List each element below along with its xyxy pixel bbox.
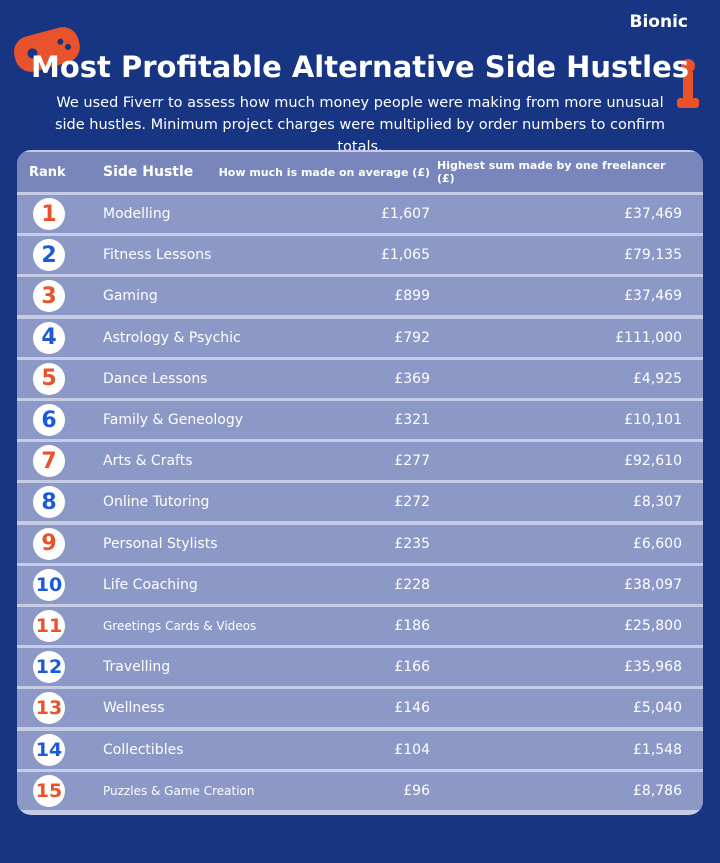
table-row: 14 Collectibles £104 £1,548 — [17, 730, 703, 769]
chess-icon — [677, 59, 699, 108]
rank-badge: 7 — [33, 445, 65, 478]
average-earnings: £321 — [394, 412, 430, 428]
average-earnings: £235 — [394, 535, 430, 552]
table-row: 3 Gaming £899 £37,469 — [17, 277, 703, 316]
average-earnings: £369 — [394, 370, 430, 387]
rank-badge: 6 — [33, 404, 65, 436]
table-row: 9 Personal Stylists £235 £6,600 — [17, 524, 703, 563]
average-earnings: £166 — [394, 659, 430, 676]
header-row: Rank Side Hustle How much is made on avera… — [17, 152, 703, 192]
average-earnings: £104 — [394, 741, 430, 758]
side-hustle: Travelling — [103, 659, 171, 676]
rank-badge: 10 — [33, 568, 65, 601]
highest-earnings: £5,040 — [633, 700, 682, 717]
highest-earnings: £4,925 — [633, 370, 682, 387]
side-hustle: Personal Stylists — [103, 535, 218, 552]
rank-badge: 3 — [33, 280, 65, 313]
highest-earnings: £8,307 — [633, 494, 682, 511]
rank-badge: 9 — [33, 527, 65, 560]
side-hustle: Modelling — [103, 206, 171, 222]
rank-badge: 8 — [33, 486, 65, 519]
table-row: 15 Puzzles & Game Creation £96 £8,786 — [17, 771, 703, 810]
side-hustle: Family & Geneology — [103, 412, 244, 428]
average-earnings: £96 — [403, 782, 430, 799]
column-header: How much is made on average (£) — [218, 165, 430, 179]
side-hustle: Arts & Crafts — [103, 453, 193, 470]
side-hustle: Gaming — [103, 288, 158, 305]
side-hustle: Wellness — [103, 700, 165, 717]
rank-badge: 4 — [33, 321, 65, 354]
table-row: 12 Travelling £166 £35,968 — [17, 648, 703, 687]
side-hustle: Fitness Lessons — [103, 247, 212, 264]
highest-earnings: £6,600 — [633, 535, 682, 552]
highest-earnings: £92,610 — [624, 453, 682, 470]
side-hustle: Online Tutoring — [103, 494, 210, 511]
highest-earnings: £35,968 — [624, 659, 682, 676]
table: Rank Side Hustle How much is made on avera… — [17, 150, 703, 815]
subtitle: We used Fiverr to assess how much money … — [54, 95, 666, 155]
rank-badge: 13 — [33, 692, 65, 725]
side-hustle: Dance Lessons — [103, 370, 208, 387]
average-earnings: £146 — [394, 700, 430, 717]
side-hustle: Collectibles — [103, 741, 184, 758]
rank-badge: 15 — [33, 774, 65, 807]
rank-badge: 11 — [33, 610, 65, 642]
rank-badge: 1 — [33, 198, 65, 230]
highest-earnings: £10,101 — [624, 412, 682, 428]
highest-earnings: £37,469 — [624, 288, 682, 305]
average-earnings: £228 — [394, 576, 430, 593]
average-earnings: £272 — [394, 494, 430, 511]
highest-earnings: £111,000 — [615, 329, 682, 346]
side-hustle: Astrology & Psychic — [103, 329, 241, 346]
highest-earnings: £1,548 — [633, 741, 682, 758]
average-earnings: £1,607 — [381, 206, 430, 222]
table-row: 1 Modelling £1,607 £37,469 — [17, 195, 703, 233]
average-earnings: £277 — [394, 453, 430, 470]
table-row: 7 Arts & Crafts £277 £92,610 — [17, 442, 703, 481]
decor — [13, 27, 699, 108]
table-row: 11 Greetings Cards & Videos £186 £25,800 — [17, 607, 703, 645]
highest-earnings: £8,786 — [633, 782, 682, 799]
table-row: 2 Fitness Lessons £1,065 £79,135 — [17, 236, 703, 275]
average-earnings: £792 — [394, 329, 430, 346]
average-earnings: £1,065 — [381, 247, 430, 264]
table-row: 8 Online Tutoring £272 £8,307 — [17, 483, 703, 522]
table-row: 13 Wellness £146 £5,040 — [17, 689, 703, 728]
average-earnings: £899 — [394, 288, 430, 305]
rank-badge: 5 — [33, 362, 65, 395]
highest-earnings: £79,135 — [624, 247, 682, 264]
highest-earnings: £37,469 — [624, 206, 682, 222]
side-hustle: Life Coaching — [103, 576, 198, 593]
highest-earnings: £38,097 — [624, 576, 682, 593]
side-hustle: Greetings Cards & Videos — [103, 619, 257, 633]
table-row: 4 Astrology & Psychic £792 £111,000 — [17, 318, 703, 357]
side-hustle: Puzzles & Game Creation — [103, 783, 255, 798]
table-row: 5 Dance Lessons £369 £4,925 — [17, 359, 703, 398]
rank-badge: 12 — [33, 651, 65, 684]
average-earnings: £186 — [394, 618, 430, 634]
table-row: 6 Family & Geneology £321 £10,101 — [17, 401, 703, 439]
title: Most Profitable Alternative Side Hustles — [30, 50, 690, 84]
controller-icon — [13, 27, 80, 72]
rank-badge: 2 — [33, 239, 65, 272]
brand: Bionic — [629, 12, 688, 32]
highest-earnings: £25,800 — [624, 618, 682, 634]
column-header: Side Hustle — [103, 164, 194, 180]
column-header: Rank — [29, 164, 66, 180]
column-header: Highest sum made by one freelancer (£) — [437, 159, 666, 185]
rank-badge: 14 — [33, 733, 65, 766]
table-row: 10 Life Coaching £228 £38,097 — [17, 565, 703, 604]
